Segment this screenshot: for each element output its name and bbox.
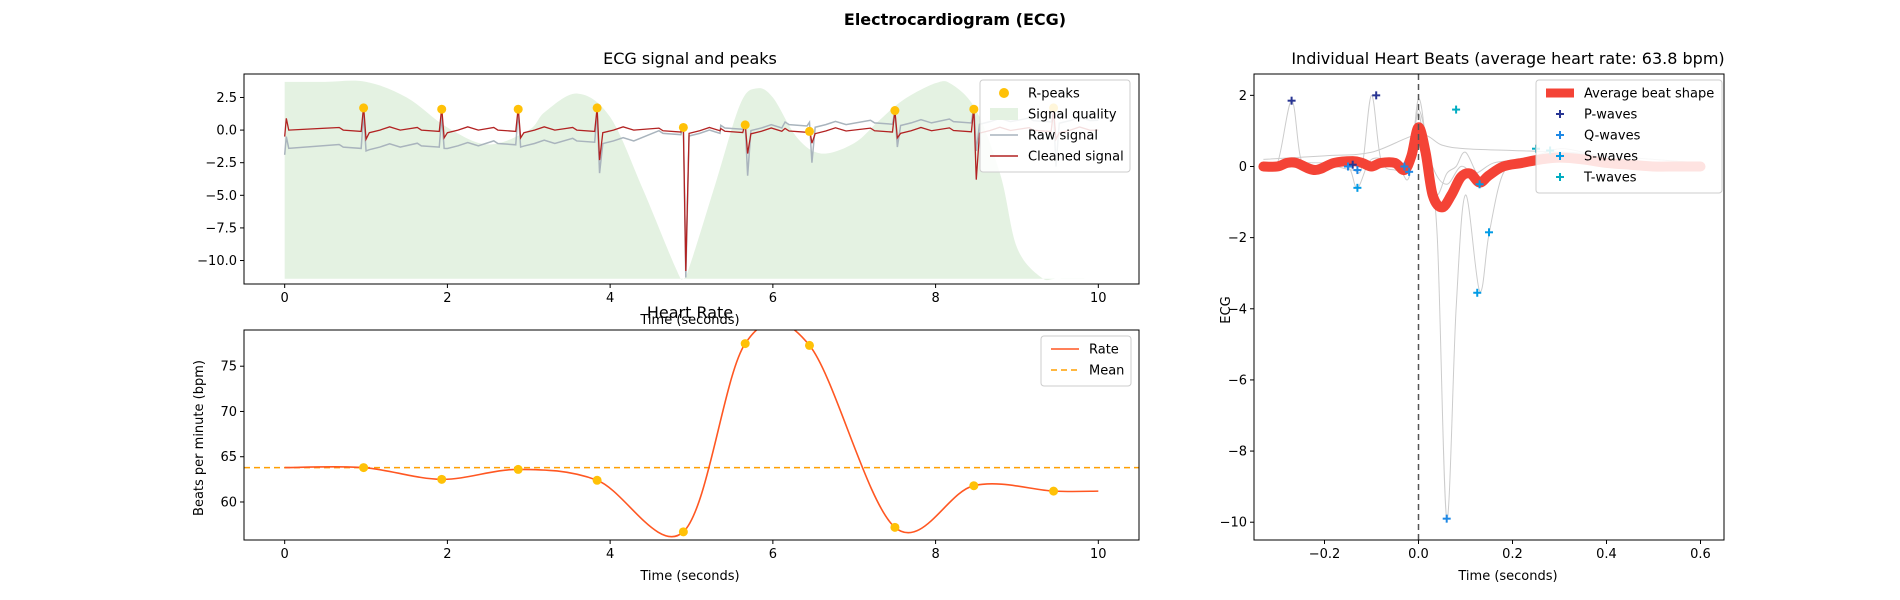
beats-x-axis-label: Time (seconds) — [1457, 569, 1557, 584]
beats-legend-label: S-waves — [1584, 150, 1638, 165]
rate-marker — [890, 522, 900, 532]
rate-x-tick-label: 6 — [769, 547, 777, 562]
ecg-legend-label: Signal quality — [1028, 108, 1117, 123]
beats-x-tick-label: 0.6 — [1690, 547, 1711, 562]
ecg-y-tick-label: 0.0 — [216, 124, 237, 139]
rate-x-axis-label: Time (seconds) — [639, 569, 739, 584]
ecg-signal-panel: ECG signal and peaks 0 2 4 6 8 10 2.5 0.0 −2.5 −5… — [197, 49, 1140, 328]
rate-x-tick-label: 0 — [281, 547, 289, 562]
ecg-x-tick-label: 2 — [443, 291, 451, 306]
beats-legend-label: Q-waves — [1584, 129, 1641, 144]
beats-x-tick-label: 0.4 — [1596, 547, 1617, 562]
rate-marker — [1049, 486, 1059, 496]
rate-y-tick-label: 60 — [220, 495, 237, 510]
rate-y-tick-label: 75 — [220, 360, 237, 375]
rate-y-tick-label: 65 — [220, 450, 237, 465]
cleaned-signal-line — [284, 106, 1099, 271]
rate-legend: Rate Mean — [1040, 335, 1132, 387]
rate-x-tick-label: 10 — [1090, 547, 1107, 562]
beats-legend-label: Average beat shape — [1584, 87, 1714, 102]
beats-legend-label: T-waves — [1583, 171, 1637, 186]
beats-y-axis-label: ECG — [1219, 296, 1234, 323]
rate-marker — [969, 481, 979, 491]
beats-axes-frame — [1253, 73, 1725, 541]
rate-marker — [678, 527, 688, 537]
ecg-x-tick-label: 6 — [769, 291, 777, 306]
r-peak-marker — [969, 104, 979, 114]
rate-panel-title: Heart Rate — [647, 303, 733, 322]
r-peak-marker — [359, 103, 369, 113]
ecg-legend-label: R-peaks — [1028, 87, 1080, 102]
beats-x-tick-label: 0.2 — [1502, 547, 1523, 562]
ecg-axes: 0 2 4 6 8 10 2.5 0.0 −2.5 −5.0 −7.5 −10.0 — [197, 73, 1140, 306]
heart-rate-line — [284, 330, 1099, 538]
rate-marker — [740, 339, 750, 349]
ecg-legend-label: Raw signal — [1028, 129, 1098, 144]
ecg-x-tick-label: 0 — [281, 291, 289, 306]
rate-marker — [513, 464, 523, 474]
ecg-y-tick-label: −10.0 — [197, 254, 237, 269]
ecg-axes-frame — [243, 73, 1140, 285]
ecg-x-axis-label: Time (seconds) — [639, 313, 739, 328]
r-peak-marker — [740, 120, 750, 130]
rate-axes-frame — [243, 329, 1140, 541]
rate-x-tick-label: 8 — [931, 547, 939, 562]
ecg-panel-title: ECG signal and peaks — [603, 49, 777, 68]
heart-beats-panel: Individual Heart Beats (average heart ra… — [1219, 49, 1725, 584]
beats-y-tick-label: 0 — [1239, 160, 1247, 175]
beats-legend-label: P-waves — [1584, 108, 1638, 123]
ecg-y-tick-label: 2.5 — [216, 91, 237, 106]
rate-marker — [437, 474, 447, 484]
beats-y-tick-label: −2 — [1228, 231, 1247, 246]
rate-plot-area — [244, 330, 1139, 538]
beats-y-tick-label: −10 — [1220, 516, 1247, 531]
beats-panel-title: Individual Heart Beats (average heart ra… — [1291, 49, 1724, 68]
beats-y-tick-label: −4 — [1228, 302, 1247, 317]
ecg-x-tick-label: 8 — [931, 291, 939, 306]
ecg-legend: R-peaks Signal quality Raw signal Cleaned s… — [979, 79, 1131, 173]
rate-y-tick-label: 70 — [220, 405, 237, 420]
beats-axes: −0.2 0.0 0.2 0.4 0.6 2 0 −2 −4 −6 −8 −10 — [1220, 73, 1725, 562]
signal-quality-area — [284, 80, 1099, 281]
rate-marker — [592, 475, 602, 485]
rate-marker — [359, 463, 369, 473]
rate-legend-label: Mean — [1089, 364, 1124, 379]
rate-x-tick-label: 2 — [443, 547, 451, 562]
ecg-legend-symbol — [990, 108, 1018, 120]
beats-y-tick-label: −8 — [1228, 445, 1247, 460]
ecg-plot-area — [283, 80, 1099, 281]
r-peak-marker — [513, 104, 523, 114]
r-peak-marker — [437, 104, 447, 114]
beats-x-tick-label: −0.2 — [1309, 547, 1341, 562]
ecg-x-tick-label: 10 — [1090, 291, 1107, 306]
figure-title: Electrocardiogram (ECG) — [844, 10, 1066, 29]
r-peak-marker — [890, 106, 900, 116]
ecg-legend-label: Cleaned signal — [1028, 150, 1124, 165]
rate-legend-label: Rate — [1089, 343, 1119, 358]
rate-y-axis-label: Beats per minute (bpm) — [192, 360, 207, 516]
ecg-legend-box — [979, 79, 1131, 173]
ecg-y-tick-label: −2.5 — [205, 156, 237, 171]
ecg-legend-symbol — [999, 88, 1009, 98]
r-peak-marker — [804, 126, 814, 136]
rate-x-tick-label: 4 — [606, 547, 614, 562]
ecg-y-tick-label: −7.5 — [205, 221, 237, 236]
r-peak-marker — [678, 122, 688, 132]
beats-y-tick-label: 2 — [1239, 89, 1247, 104]
ecg-y-tick-label: −5.0 — [205, 189, 237, 204]
beats-legend: Average beat shape P-waves Q-waves S-waves T… — [1535, 79, 1723, 194]
beats-y-tick-label: −6 — [1228, 373, 1247, 388]
r-peak-marker — [592, 103, 602, 113]
heart-rate-panel: Heart Rate 0 2 4 6 8 10 60 65 70 75 Time (seconds… — [192, 303, 1140, 584]
beats-legend-box — [1535, 79, 1723, 194]
rate-axes: 0 2 4 6 8 10 60 65 70 75 — [220, 329, 1140, 562]
ecg-x-tick-label: 4 — [606, 291, 614, 306]
beats-x-tick-label: 0.0 — [1408, 547, 1429, 562]
rate-marker — [804, 340, 814, 350]
